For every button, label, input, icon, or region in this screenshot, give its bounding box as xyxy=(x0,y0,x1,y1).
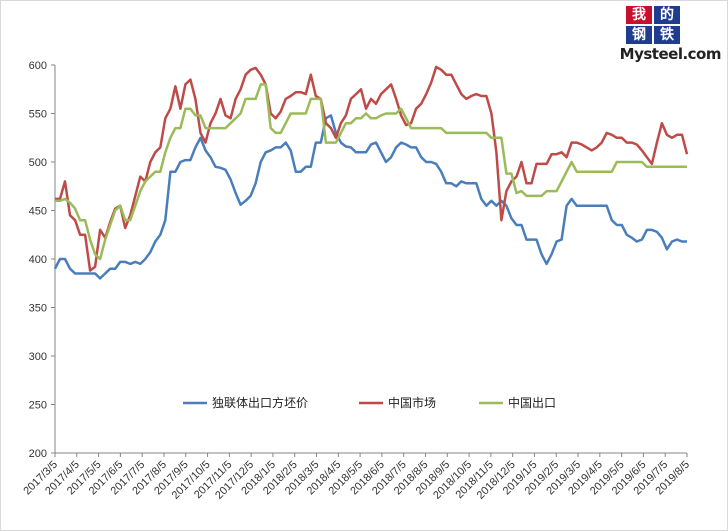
logo-char: 的 xyxy=(654,6,680,24)
y-tick-label: 550 xyxy=(29,109,47,121)
axes: 2002503003504004505005506002017/3/52017/… xyxy=(21,60,692,502)
y-tick-label: 450 xyxy=(29,206,47,218)
series-line-0 xyxy=(53,114,687,280)
logo-chinese-chars: 我 的 钢 铁 xyxy=(625,5,685,45)
y-tick-label: 350 xyxy=(29,303,47,315)
legend-label-1: 中国市场 xyxy=(388,395,436,410)
y-tick-label: 500 xyxy=(29,157,47,169)
y-tick-label: 300 xyxy=(29,351,47,363)
logo-char: 钢 xyxy=(626,26,652,44)
series-line-2 xyxy=(55,83,687,261)
legend-label-2: 中国出口 xyxy=(508,395,556,410)
legend: 独联体出口方坯价 中国市场 中国出口 xyxy=(183,395,556,410)
y-tick-label: 600 xyxy=(29,60,47,72)
mysteel-logo: 我 的 钢 铁 Mysteel.com xyxy=(603,5,722,67)
y-tick-label: 200 xyxy=(29,448,47,460)
series-lines xyxy=(53,65,689,280)
y-tick-label: 400 xyxy=(29,254,47,266)
logo-char: 我 xyxy=(626,6,652,24)
logo-char: 铁 xyxy=(654,26,680,44)
legend-label-0: 独联体出口方坯价 xyxy=(212,395,308,410)
y-tick-label: 250 xyxy=(29,400,47,412)
logo-brand-text: Mysteel.com xyxy=(619,45,722,63)
series-line-1 xyxy=(55,65,689,272)
